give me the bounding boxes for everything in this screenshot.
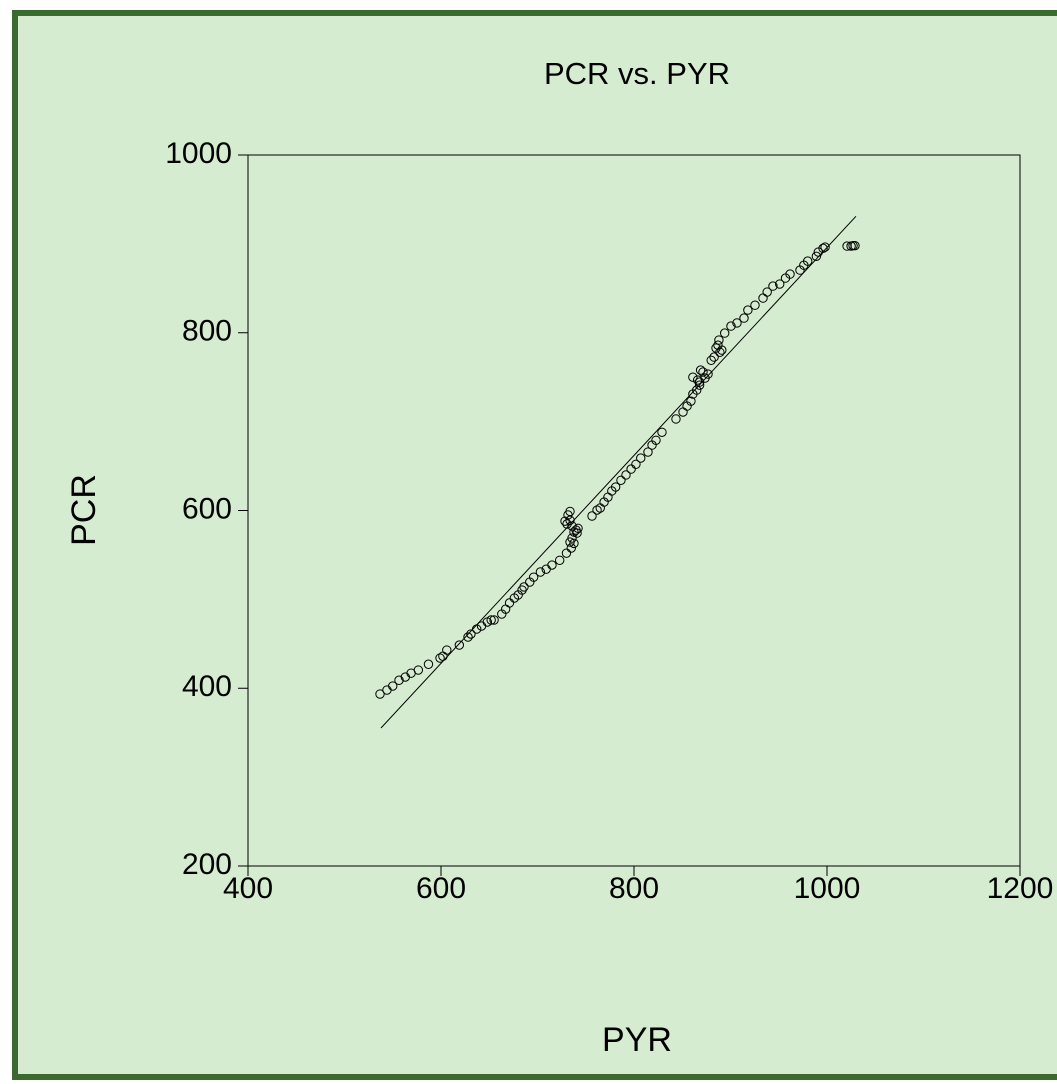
- data-point: [423, 659, 434, 669]
- data-point: [466, 629, 476, 639]
- y-tick-label: 600: [182, 492, 232, 525]
- data-point: [569, 538, 579, 549]
- data-point: [489, 615, 499, 625]
- data-point: [463, 632, 473, 642]
- data-point: [678, 407, 688, 417]
- data-point: [573, 523, 583, 533]
- data-point: [717, 345, 727, 355]
- data-point: [768, 281, 778, 291]
- fit-line: [380, 215, 857, 729]
- data-point: [388, 681, 398, 691]
- data-point: [626, 464, 636, 474]
- data-point: [715, 347, 725, 358]
- data-point: [692, 385, 702, 395]
- x-tick-label: 600: [416, 872, 466, 905]
- data-point: [686, 396, 696, 406]
- data-point: [720, 328, 730, 338]
- chart-title: PCR vs. PYR: [544, 56, 730, 91]
- data-point: [375, 689, 385, 699]
- x-axis-label: PYR: [602, 1021, 672, 1059]
- y-axis-label: PCR: [65, 474, 103, 546]
- data-point: [692, 375, 703, 385]
- data-point: [651, 435, 661, 445]
- data-point: [750, 300, 760, 310]
- data-point: [438, 651, 448, 661]
- data-point: [694, 380, 705, 390]
- x-tick-label: 800: [609, 872, 659, 905]
- data-point: [382, 685, 392, 695]
- y-tick-label: 1000: [165, 137, 232, 170]
- data-point: [709, 352, 719, 362]
- data-point: [732, 318, 742, 328]
- data-point: [535, 567, 546, 577]
- y-tick-label: 800: [182, 315, 232, 348]
- data-point: [820, 242, 830, 252]
- data-point: [587, 511, 597, 521]
- data-point: [472, 624, 482, 634]
- data-point: [454, 640, 465, 650]
- data-point: [519, 582, 529, 592]
- data-point: [554, 555, 565, 565]
- data-point: [610, 482, 621, 492]
- data-point: [785, 269, 795, 279]
- data-point: [486, 615, 496, 625]
- data-point: [706, 355, 716, 366]
- data-point: [560, 516, 570, 526]
- data-point: [566, 543, 576, 553]
- data-point: [621, 470, 631, 480]
- data-point: [850, 240, 860, 251]
- y-tick-label: 400: [182, 670, 232, 703]
- data-point: [762, 287, 772, 297]
- data-point: [631, 459, 641, 469]
- data-point: [818, 243, 828, 254]
- data-point: [592, 505, 602, 515]
- data-point: [504, 598, 515, 608]
- data-point: [688, 372, 698, 382]
- data-point: [547, 560, 557, 570]
- data-point: [698, 367, 708, 377]
- data-point: [572, 528, 582, 538]
- x-tick-label: 1200: [987, 872, 1054, 905]
- y-tick-label: 200: [182, 848, 232, 881]
- data-point: [636, 453, 646, 463]
- data-point: [442, 645, 452, 655]
- data-point: [643, 447, 653, 457]
- data-point: [775, 279, 785, 289]
- data-point: [714, 335, 724, 345]
- data-point: [758, 293, 768, 303]
- data-point: [743, 305, 753, 315]
- data-point: [413, 665, 424, 675]
- chart-frame: [12, 10, 1057, 1080]
- data-point: [565, 537, 575, 547]
- data-point: [726, 321, 736, 331]
- data-point: [703, 369, 713, 379]
- data-point: [695, 365, 706, 375]
- x-tick-label: 1000: [794, 872, 861, 905]
- plot-box: [247, 154, 1021, 867]
- data-point: [517, 585, 527, 595]
- data-point: [811, 251, 822, 262]
- data-point: [528, 572, 539, 582]
- x-tick-label: 400: [223, 872, 273, 905]
- data-point: [394, 675, 404, 685]
- data-point: [803, 256, 813, 266]
- data-point: [739, 313, 749, 323]
- data-point: [561, 548, 572, 558]
- data-point: [671, 414, 681, 424]
- data-point: [657, 427, 667, 437]
- data-point: [435, 653, 445, 663]
- data-point: [616, 475, 626, 485]
